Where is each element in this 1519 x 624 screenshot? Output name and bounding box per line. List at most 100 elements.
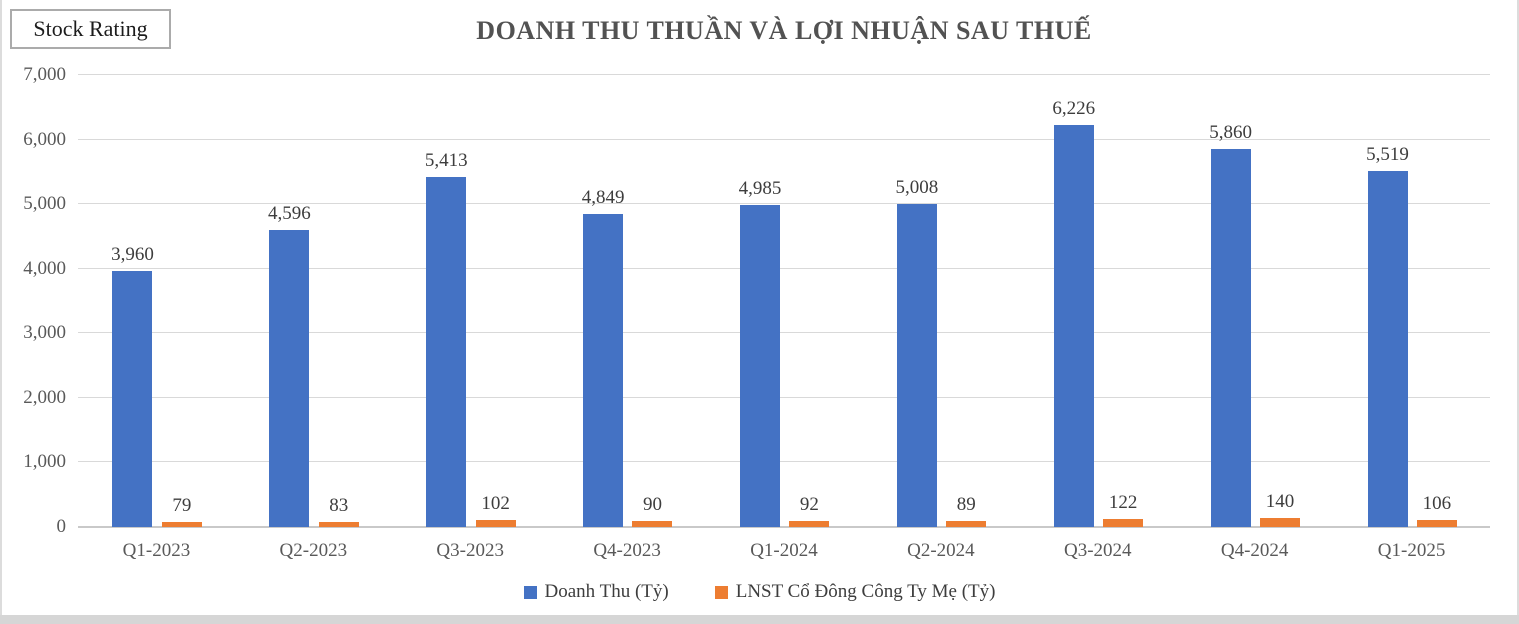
bar-group-q3-2023: 5,413 102 bbox=[392, 75, 549, 527]
legend-label: Doanh Thu (Tỷ) bbox=[544, 581, 669, 602]
y-tick-label: 4,000 bbox=[23, 257, 66, 279]
revenue-value-label: 4,849 bbox=[581, 187, 625, 208]
x-axis-line bbox=[78, 526, 1490, 528]
revenue-bar-col: 4,985 bbox=[738, 75, 782, 527]
x-tick-label: Q3-2023 bbox=[436, 540, 504, 561]
y-tick-label: 3,000 bbox=[23, 322, 66, 344]
revenue-value-label: 4,985 bbox=[738, 178, 782, 199]
bar-group-q4-2023: 4,849 90 bbox=[549, 75, 706, 527]
profit-bar-col: 140 bbox=[1260, 75, 1301, 527]
profit-bar-col: 83 bbox=[318, 75, 359, 527]
revenue-value-label: 3,960 bbox=[111, 244, 154, 265]
revenue-bar-col: 5,413 bbox=[425, 75, 468, 527]
stock-rating-badge: Stock Rating bbox=[10, 9, 171, 49]
screenshot-right-edge bbox=[1517, 0, 1519, 624]
revenue-bar bbox=[426, 177, 467, 527]
chart-title: DOANH THU THUẦN VÀ LỢI NHUẬN SAU THUẾ bbox=[476, 16, 1092, 45]
x-tick-label: Q3-2024 bbox=[1063, 540, 1132, 561]
y-tick-label: 7,000 bbox=[23, 64, 66, 85]
profit-value-label: 106 bbox=[1422, 493, 1452, 514]
revenue-bar-col: 4,596 bbox=[268, 75, 311, 527]
profit-bar bbox=[789, 521, 830, 527]
revenue-value-label: 5,860 bbox=[1209, 122, 1253, 143]
profit-value-label: 92 bbox=[799, 494, 819, 515]
profit-bar bbox=[161, 522, 202, 527]
profit-value-label: 83 bbox=[329, 495, 349, 516]
profit-bar-col: 90 bbox=[632, 75, 673, 527]
x-tick-label: Q4-2024 bbox=[1220, 540, 1289, 561]
revenue-bar bbox=[1367, 171, 1408, 527]
y-tick-label: 1,000 bbox=[23, 451, 66, 473]
revenue-bar-col: 5,860 bbox=[1209, 75, 1252, 527]
profit-bar-col: 106 bbox=[1416, 75, 1457, 527]
y-tick-label: 5,000 bbox=[23, 193, 66, 215]
revenue-value-label: 5,008 bbox=[895, 177, 939, 198]
x-tick-label: Q2-2023 bbox=[279, 540, 348, 561]
profit-bar bbox=[946, 521, 987, 527]
gridline bbox=[78, 203, 1490, 205]
revenue-bar bbox=[896, 204, 937, 527]
legend-swatch-icon bbox=[523, 585, 537, 599]
profit-value-label: 122 bbox=[1108, 492, 1138, 513]
gridline bbox=[78, 74, 1490, 75]
chart-legend: Doanh Thu (Tỷ) LNST Cổ Đông Công Ty Mẹ (T… bbox=[0, 581, 1519, 603]
legend-item-profit: LNST Cổ Đông Công Ty Mẹ (Tỷ) bbox=[714, 581, 996, 603]
revenue-bar-col: 4,849 bbox=[581, 75, 625, 527]
revenue-bar bbox=[1053, 125, 1094, 527]
profit-bar bbox=[318, 522, 359, 527]
profit-bar-col: 92 bbox=[789, 75, 830, 527]
profit-value-label: 140 bbox=[1265, 491, 1295, 512]
revenue-bar bbox=[269, 230, 310, 527]
profit-bar bbox=[1260, 518, 1301, 527]
stock-rating-label: Stock Rating bbox=[33, 16, 148, 41]
bar-group-q4-2024: 5,860 140 bbox=[1176, 75, 1333, 527]
profit-bar bbox=[1416, 520, 1457, 527]
revenue-value-label: 5,413 bbox=[424, 150, 468, 171]
profit-value-label: 102 bbox=[481, 493, 510, 514]
profit-bar-col: 102 bbox=[475, 75, 516, 527]
y-tick-label: 0 bbox=[56, 516, 67, 537]
y-tick-label: 2,000 bbox=[23, 386, 66, 408]
revenue-bar bbox=[1210, 149, 1251, 527]
profit-bar bbox=[632, 521, 673, 527]
gridline bbox=[78, 396, 1490, 398]
gridline bbox=[78, 138, 1490, 140]
bar-group-q3-2024: 6,226 122 bbox=[1019, 75, 1176, 527]
revenue-bar bbox=[112, 271, 153, 527]
revenue-value-label: 6,226 bbox=[1052, 98, 1096, 119]
profit-bar-col: 79 bbox=[161, 75, 202, 527]
bar-group-q1-2023: 3,960 79 bbox=[78, 75, 235, 527]
screenshot-left-edge bbox=[0, 0, 2, 624]
profit-bar-col: 89 bbox=[946, 75, 987, 527]
y-tick-label: 6,000 bbox=[23, 128, 66, 150]
screenshot-bottom-edge bbox=[0, 615, 1519, 624]
gridline bbox=[78, 267, 1490, 269]
profit-bar bbox=[475, 520, 516, 527]
revenue-value-label: 5,519 bbox=[1366, 144, 1409, 165]
legend-item-revenue: Doanh Thu (Tỷ) bbox=[523, 581, 669, 603]
gridline bbox=[78, 332, 1490, 334]
profit-value-label: 90 bbox=[642, 494, 662, 515]
x-tick-label: Q1-2024 bbox=[750, 540, 818, 561]
x-tick-label: Q4-2023 bbox=[593, 540, 661, 561]
legend-swatch-icon bbox=[714, 585, 728, 599]
revenue-bar-col: 5,008 bbox=[895, 75, 939, 527]
gridline bbox=[78, 461, 1490, 463]
profit-bar bbox=[1103, 519, 1144, 527]
revenue-bar-col: 5,519 bbox=[1366, 75, 1409, 527]
legend-label: LNST Cổ Đông Công Ty Mẹ (Tỷ) bbox=[735, 581, 996, 602]
revenue-value-label: 4,596 bbox=[267, 203, 311, 224]
revenue-bar bbox=[583, 214, 624, 527]
x-tick-label: Q1-2023 bbox=[122, 540, 191, 561]
x-tick-label: Q2-2024 bbox=[907, 540, 975, 561]
revenue-bar-col: 6,226 bbox=[1052, 75, 1095, 527]
x-tick-label: Q1-2025 bbox=[1377, 540, 1446, 561]
profit-value-label: 79 bbox=[172, 495, 192, 516]
profit-value-label: 89 bbox=[956, 494, 976, 515]
revenue-bar-col: 3,960 bbox=[111, 75, 154, 527]
chart-plot-area: 3,960 79 4,596 83 5,413 102 4,849 90 4,985 92 5,00… bbox=[78, 74, 1490, 528]
revenue-bar bbox=[739, 205, 780, 527]
bar-group-q1-2025: 5,519 106 bbox=[1333, 75, 1490, 527]
bar-group-q2-2023: 4,596 83 bbox=[235, 75, 392, 527]
bar-group-q1-2024: 4,985 92 bbox=[706, 75, 863, 527]
